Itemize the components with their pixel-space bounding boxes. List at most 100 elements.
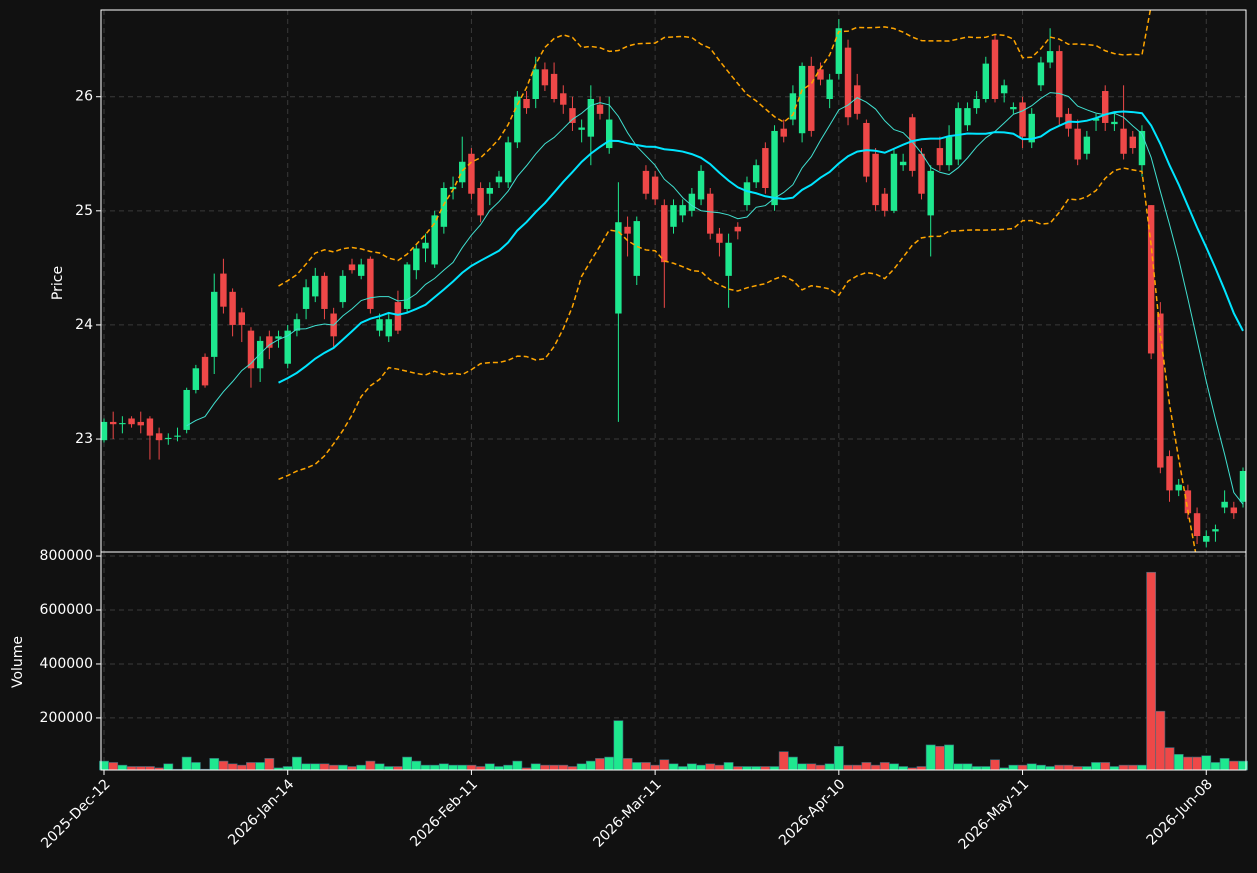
volume-bar	[503, 764, 514, 771]
volume-bar	[466, 764, 477, 771]
volume-bar	[365, 760, 376, 771]
candle-body	[1230, 507, 1238, 514]
volume-bar	[246, 762, 256, 771]
volume-bar	[898, 766, 909, 771]
volume-bar	[1072, 766, 1083, 771]
volume-bar	[797, 763, 807, 771]
volume-bar	[788, 756, 798, 771]
volume-axis-label: Volume	[10, 636, 26, 688]
candle-body	[1019, 102, 1026, 137]
volume-bar	[540, 764, 550, 771]
candle-body	[101, 421, 108, 441]
volume-bar	[1036, 764, 1046, 771]
candle-body	[661, 205, 668, 263]
volume-bar	[604, 756, 615, 771]
volume-bar	[953, 763, 964, 771]
volume-bar	[383, 766, 394, 771]
volume-bar	[980, 766, 991, 771]
candle-body	[826, 79, 833, 100]
candle-body	[918, 153, 925, 194]
volume-bar	[319, 763, 330, 771]
candle-body	[504, 142, 512, 183]
volume-bar	[962, 763, 973, 771]
volume-bar	[1081, 766, 1092, 771]
candle-body	[1046, 51, 1054, 63]
moving-average	[186, 92, 1244, 505]
volume-bar	[696, 764, 706, 771]
volume-bar	[1210, 762, 1221, 771]
volume-tick-label: 800000	[40, 548, 93, 564]
volume-bar	[925, 744, 936, 771]
volume-bar	[686, 763, 697, 771]
volume-bar	[448, 764, 458, 771]
candle-body	[1147, 205, 1155, 354]
candle-body	[440, 188, 448, 227]
volume-bar	[852, 764, 863, 771]
volume-bar	[677, 766, 688, 771]
candle-body	[569, 108, 576, 123]
volume-bar	[613, 720, 624, 771]
candle-body	[321, 275, 328, 309]
candle-body	[431, 215, 438, 265]
y-tick-label: 23	[75, 431, 93, 447]
candle-body	[955, 108, 962, 160]
volume-bar	[190, 762, 201, 771]
volume-bar	[1173, 754, 1184, 771]
volume-bar	[328, 764, 339, 771]
candle-body	[165, 437, 172, 440]
candle-body	[477, 188, 484, 216]
volume-bar	[1063, 764, 1074, 771]
candle-body	[247, 330, 255, 369]
candle-body	[238, 312, 245, 325]
volume-bar	[751, 766, 762, 771]
candle-body	[808, 65, 815, 131]
volume-bar	[145, 766, 155, 771]
volume-bar	[549, 764, 559, 771]
volume-bar	[1091, 762, 1101, 771]
volume-bar	[402, 756, 413, 771]
volume-bar	[512, 760, 523, 771]
candle-body	[716, 233, 723, 243]
candle-body	[1102, 91, 1109, 123]
candle-body	[927, 170, 934, 216]
candle-body	[798, 65, 806, 134]
volume-bar	[301, 763, 311, 771]
volume-bar	[1127, 764, 1138, 771]
volume-bar	[641, 762, 651, 771]
candle-body	[1120, 128, 1127, 154]
volume-bar	[1109, 766, 1120, 771]
candle-body	[1138, 130, 1146, 166]
candle-body	[1175, 484, 1182, 491]
moving-average	[278, 110, 1244, 384]
volume-bar	[1054, 764, 1065, 771]
candle-body	[734, 226, 742, 232]
candle-body	[1203, 536, 1210, 542]
candle-body	[1111, 121, 1118, 125]
volume-bar	[870, 764, 881, 771]
volume-bar	[833, 745, 844, 771]
candle-body	[201, 356, 209, 386]
volume-bar	[760, 766, 771, 771]
candle-body	[339, 275, 347, 303]
volume-bar	[1155, 710, 1166, 771]
volume-frame	[100, 551, 1247, 771]
candle-body	[707, 193, 714, 234]
volume-bar	[622, 758, 633, 771]
y-tick-label: 24	[75, 317, 93, 333]
candle-body	[541, 69, 549, 86]
volume-bar	[1219, 758, 1230, 771]
volume-bar	[356, 764, 367, 771]
candle-body	[137, 421, 144, 426]
candle-body	[1193, 513, 1201, 537]
candle-body	[605, 119, 613, 149]
candle-body	[312, 275, 319, 297]
candle-body	[853, 85, 861, 114]
candle-body	[964, 108, 971, 126]
candle-body	[890, 153, 898, 211]
candle-body	[991, 39, 999, 100]
volume-bar	[117, 764, 128, 771]
volume-bar	[824, 763, 835, 771]
candle-body	[642, 170, 650, 194]
candle-body	[936, 148, 944, 166]
